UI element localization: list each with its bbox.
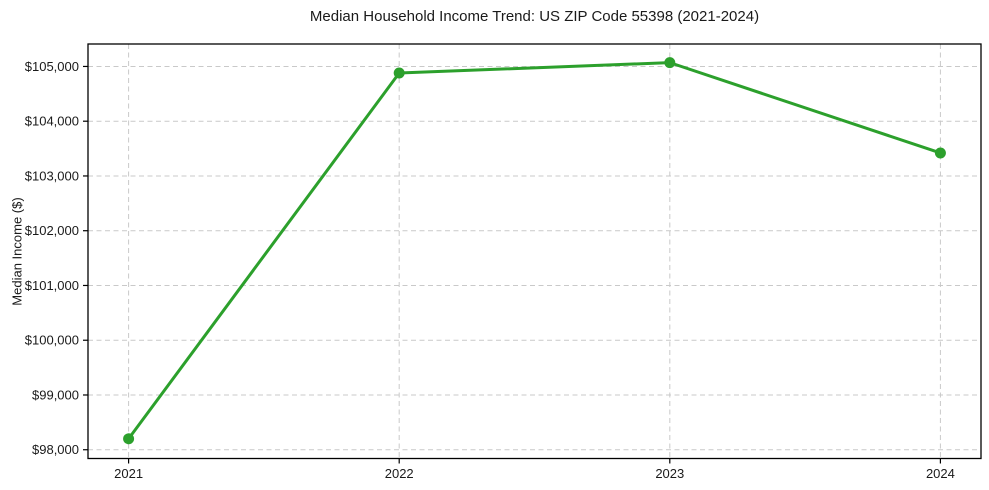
y-tick-label: $100,000 <box>25 333 79 348</box>
y-tick-label: $102,000 <box>25 223 79 238</box>
y-tick-label: $101,000 <box>25 278 79 293</box>
chart-title: Median Household Income Trend: US ZIP Co… <box>309 8 760 25</box>
y-tick-label: $99,000 <box>32 387 79 402</box>
x-tick-label: 2024 <box>926 466 955 481</box>
y-axis-label: Median Income ($) <box>9 197 25 306</box>
x-tick-label: 2021 <box>114 466 143 481</box>
data-point <box>664 57 676 69</box>
axes-spines <box>87 43 982 460</box>
x-tick-label: 2023 <box>655 466 684 481</box>
y-tick-label: $103,000 <box>25 168 79 183</box>
data-point <box>393 67 405 79</box>
trend-line <box>127 61 942 441</box>
y-tick-label: $105,000 <box>25 59 79 74</box>
data-point <box>934 147 946 159</box>
y-tick-label: $98,000 <box>32 442 79 457</box>
x-tick-label: 2022 <box>385 466 414 481</box>
data-point <box>123 433 135 445</box>
y-tick-label: $104,000 <box>25 114 79 129</box>
